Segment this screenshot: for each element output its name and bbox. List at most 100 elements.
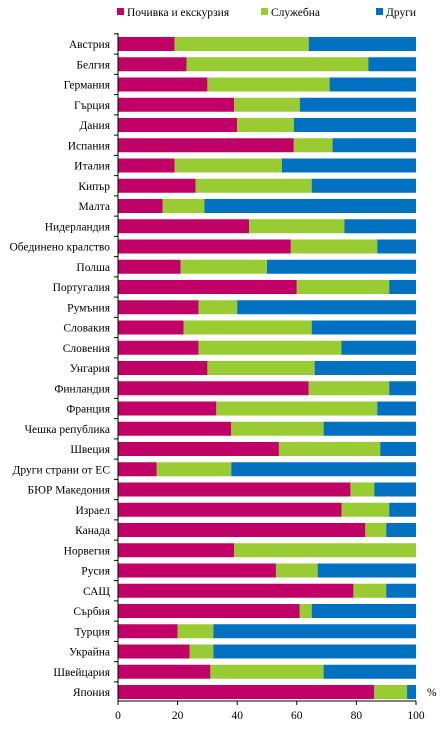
bar-segment — [186, 57, 369, 72]
bar-segment — [118, 482, 351, 497]
category-label: Румъния — [67, 302, 111, 314]
legend-label: Други — [386, 7, 416, 19]
bar-segment — [311, 320, 416, 335]
legend-swatch — [261, 8, 268, 15]
category-label: САЩ — [83, 586, 110, 598]
category-label: Словения — [63, 343, 111, 355]
x-tick-label: 80 — [351, 710, 363, 722]
bar-segment — [386, 523, 416, 537]
bar-segment — [213, 644, 416, 659]
bar-segment — [374, 685, 408, 699]
bar-segment — [213, 624, 416, 639]
bar-segment — [341, 502, 390, 517]
bar-segment — [234, 97, 300, 112]
bar-segment — [156, 462, 232, 477]
bar-segment — [308, 381, 390, 396]
bar-segment — [118, 685, 375, 699]
bar-segment — [118, 320, 184, 335]
legend: Почивка и екскурзия Служебна Други — [117, 7, 416, 19]
bar-segment — [118, 604, 300, 618]
bar-segment — [216, 401, 378, 416]
legend-swatch — [376, 8, 383, 15]
bar-segment — [237, 300, 416, 315]
category-label: Словакия — [63, 323, 110, 335]
bar-segment — [210, 664, 324, 679]
bar-segment — [317, 563, 416, 578]
bar-segment — [204, 199, 416, 213]
bar-segment — [380, 442, 416, 456]
bar-segment — [118, 421, 232, 436]
bar-segment — [118, 97, 235, 112]
bar-segment — [118, 280, 297, 294]
bar-segment — [293, 118, 416, 132]
category-label: Турция — [74, 626, 110, 638]
bar-segment — [118, 361, 208, 375]
category-label: БЮР Македония — [28, 485, 111, 497]
bar-segment — [231, 421, 324, 436]
bar-segment — [299, 604, 312, 618]
bar-segment — [189, 644, 214, 659]
bar-segment — [118, 583, 354, 598]
bar-segment — [323, 421, 416, 436]
bar-segment — [118, 664, 211, 679]
category-label: Малта — [79, 201, 110, 213]
bar-segment — [308, 37, 416, 51]
bar-segment — [365, 523, 387, 537]
category-label: Полша — [76, 262, 110, 274]
bar-segment — [293, 138, 333, 153]
bar-segment — [311, 604, 416, 618]
bar-segment — [118, 381, 309, 396]
bar-segment — [162, 199, 205, 213]
legend-label: Почивка и екскурзия — [127, 7, 230, 19]
bar-segment — [118, 462, 157, 477]
x-tick-label: 100 — [407, 710, 425, 722]
bar-segment — [344, 219, 416, 234]
category-label: Италия — [74, 161, 111, 173]
category-label: Канада — [75, 525, 110, 537]
bar-segment — [118, 178, 196, 193]
bar-segment — [323, 664, 416, 679]
bar-segment — [377, 401, 416, 416]
bar-segment — [183, 320, 312, 335]
category-label: Германия — [64, 80, 111, 92]
category-label: Финландия — [54, 383, 110, 395]
category-label: Франция — [66, 404, 110, 416]
bar-segment — [290, 239, 378, 254]
category-label: Швейцария — [53, 667, 110, 679]
category-label: Гърция — [74, 100, 111, 112]
legend-swatch — [117, 8, 124, 15]
bar-segment — [118, 442, 279, 456]
bar-segment — [207, 361, 315, 375]
category-label: Израел — [75, 505, 110, 517]
bar-segment — [299, 97, 416, 112]
bar-segment — [198, 340, 342, 355]
category-label: Нидерландия — [45, 221, 111, 233]
bar-segment — [180, 259, 267, 274]
bar-segment — [177, 624, 214, 639]
bar-segment — [195, 178, 312, 193]
bar-segment — [275, 563, 318, 578]
bar-segment — [118, 259, 181, 274]
bar-segment — [118, 401, 217, 416]
bar-segment — [118, 158, 175, 173]
bar-segment — [237, 118, 294, 132]
category-label: Унгария — [70, 363, 111, 375]
bar-segment — [407, 685, 416, 699]
bar-segment — [118, 219, 250, 234]
bar-segment — [174, 37, 309, 51]
category-label: Русия — [81, 566, 110, 578]
category-label: Норвегия — [64, 545, 111, 557]
bar-segment — [377, 239, 416, 254]
bar-segment — [118, 37, 175, 51]
category-label: Япония — [73, 687, 111, 699]
category-label: Испания — [68, 140, 111, 152]
x-tick-label: 40 — [231, 710, 243, 722]
category-label: Други страни от ЕС — [13, 464, 111, 476]
bar-segment — [118, 340, 199, 355]
bar-segment — [118, 118, 238, 132]
bar-segment — [329, 77, 416, 92]
category-label: Австрия — [69, 39, 111, 51]
bar-segment — [118, 57, 187, 72]
legend-label: Служебна — [271, 7, 320, 19]
